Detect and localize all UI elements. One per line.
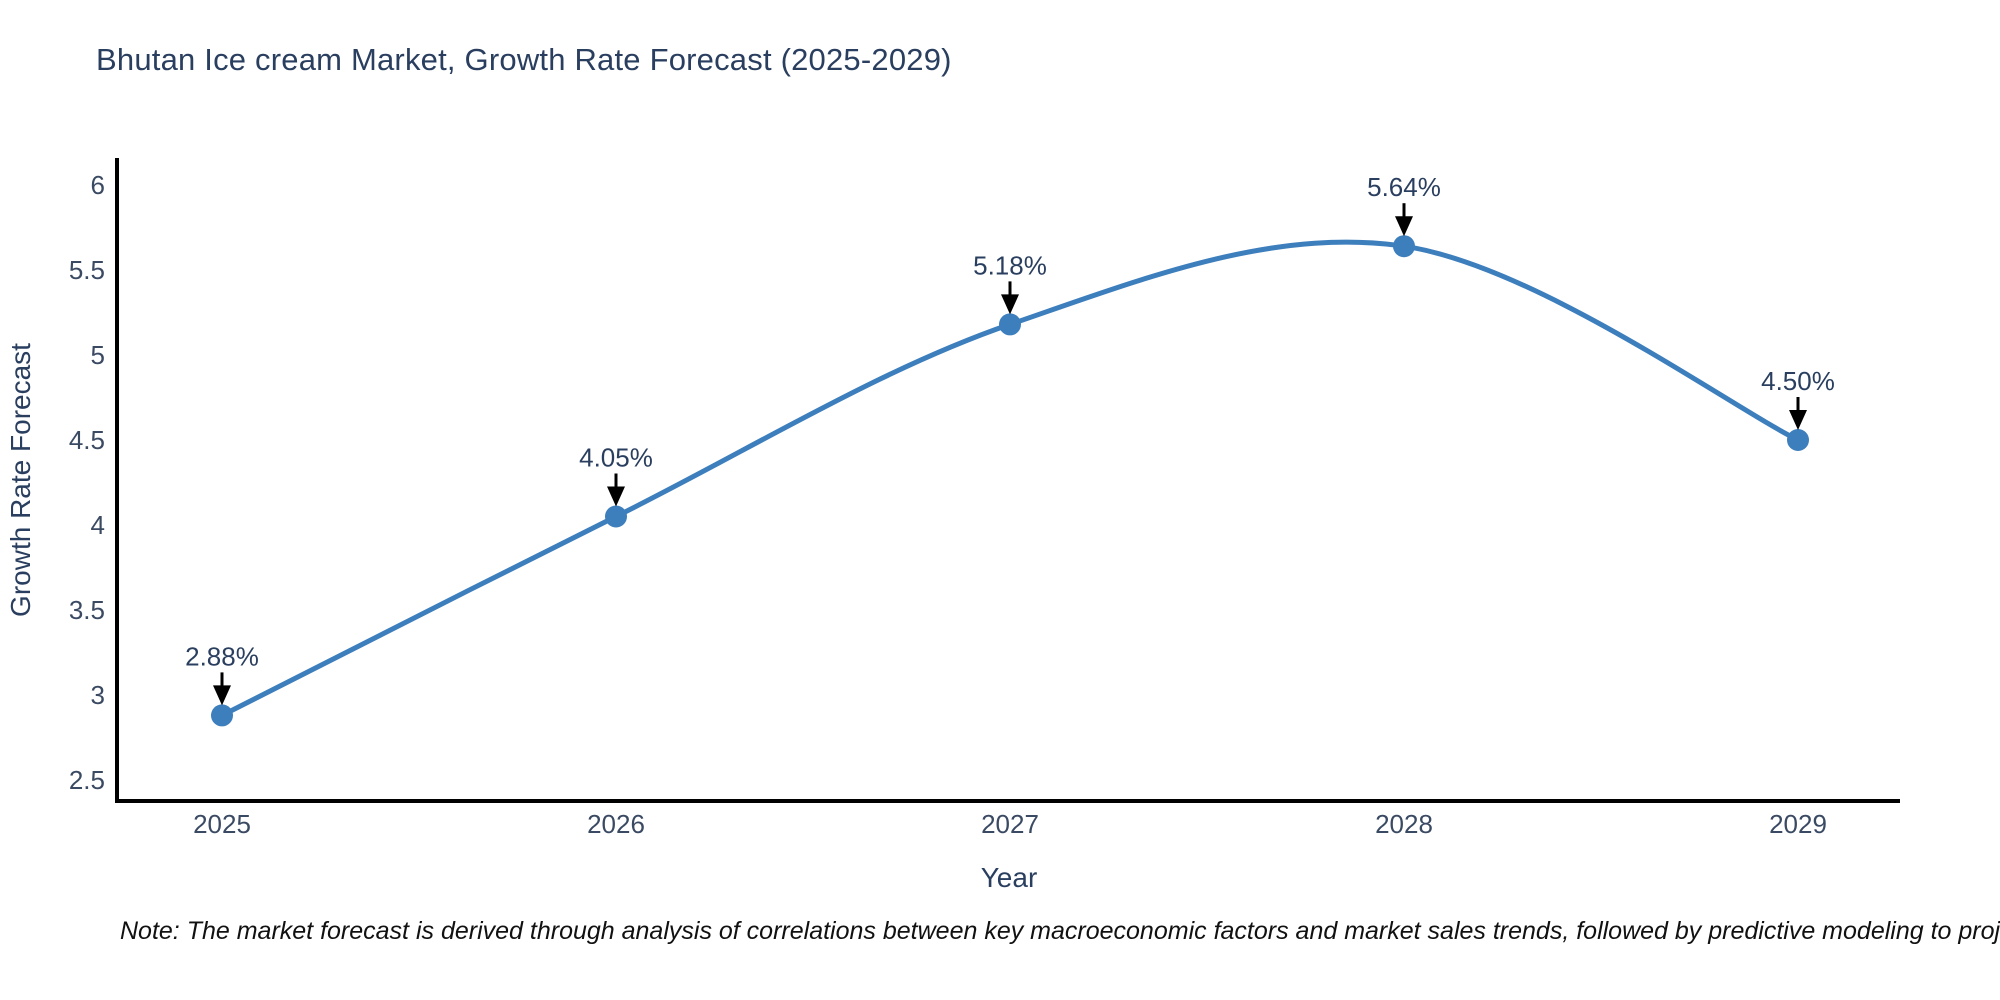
data-point-marker	[1393, 235, 1415, 258]
annotation-arrow-head	[1001, 294, 1019, 315]
x-tick-label: 2028	[1375, 809, 1433, 839]
data-point-marker	[605, 505, 627, 528]
y-axis-title: Growth Rate Forecast	[5, 343, 36, 617]
x-tick-label: 2029	[1769, 809, 1827, 839]
y-tick-label: 5	[91, 340, 105, 370]
y-tick-label: 5.5	[69, 255, 105, 285]
annotation-arrow-head	[1789, 410, 1807, 430]
data-point-label: 4.05%	[579, 443, 653, 473]
data-point-marker	[999, 313, 1021, 336]
data-point-marker	[1787, 429, 1809, 451]
y-tick-label: 4.5	[69, 425, 105, 455]
chart-title: Bhutan Ice cream Market, Growth Rate For…	[96, 42, 952, 77]
y-tick-label: 3.5	[69, 595, 105, 625]
data-point-label: 5.18%	[973, 250, 1047, 280]
x-tick-label: 2026	[587, 809, 645, 839]
y-tick-label: 4	[91, 510, 105, 540]
chart-footnote: Note: The market forecast is derived thr…	[120, 917, 2000, 945]
x-tick-label: 2025	[193, 809, 251, 839]
data-point-label: 4.50%	[1761, 366, 1835, 396]
data-point-label: 5.64%	[1367, 172, 1441, 202]
annotation-arrow-head	[607, 486, 625, 507]
annotation-arrow-head	[1395, 216, 1413, 237]
y-tick-label: 6	[91, 170, 105, 200]
y-tick-label: 3	[91, 680, 105, 710]
x-axis-title: Year	[981, 862, 1038, 893]
y-tick-label: 2.5	[69, 765, 105, 795]
annotation-arrow-head	[213, 685, 231, 706]
data-point-marker	[211, 704, 233, 727]
data-point-label: 2.88%	[185, 641, 259, 671]
x-tick-label: 2027	[981, 809, 1039, 839]
